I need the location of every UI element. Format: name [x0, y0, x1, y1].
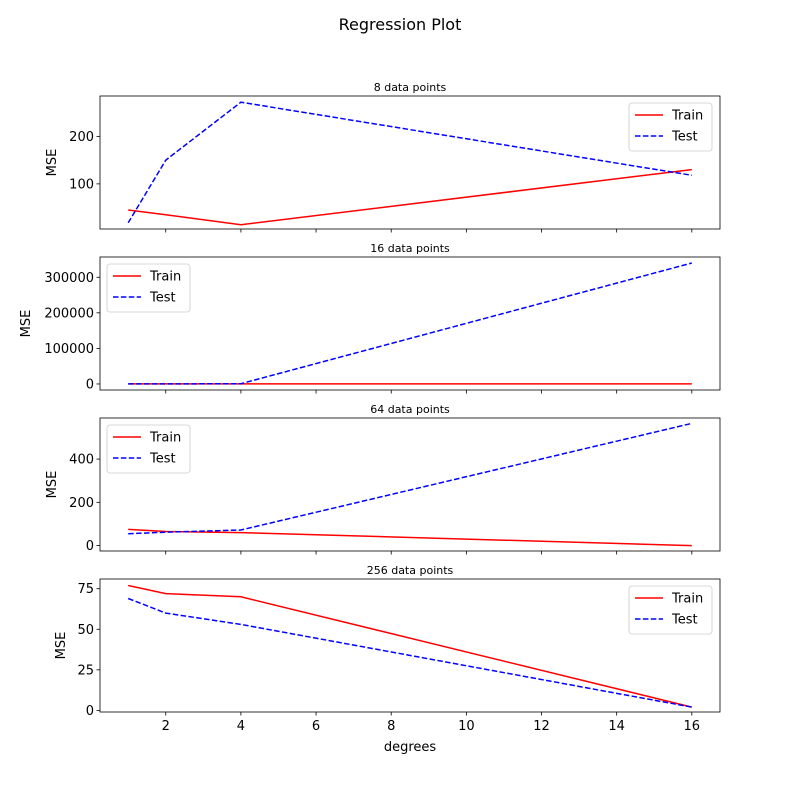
- y-tick-label-3-2: 50: [77, 623, 94, 638]
- y-tick-label-2-0: 0: [86, 539, 94, 554]
- axes-frame-0: [99, 95, 721, 230]
- y-tick-label-2-1: 200: [69, 496, 94, 511]
- legend-label-train-3: Train: [671, 592, 703, 607]
- y-axis-label-2: MSE: [45, 471, 60, 499]
- x-tick-label-7: 16: [684, 719, 701, 734]
- y-tick-label-1-1: 100000: [44, 342, 94, 357]
- y-tick-label-1-3: 300000: [44, 271, 94, 286]
- figure-title: Regression Plot: [339, 15, 462, 34]
- y-tick-label-1-2: 200000: [44, 306, 94, 321]
- y-tick-label-1-0: 0: [86, 377, 94, 392]
- series-line-train-2: [128, 528, 692, 547]
- x-tick-label-0: 2: [162, 719, 170, 734]
- x-tick-label-5: 12: [533, 719, 550, 734]
- y-axis-label-3: MSE: [54, 632, 69, 660]
- y-tick-label-2-2: 400: [69, 453, 94, 468]
- y-axis-label-1: MSE: [19, 310, 34, 338]
- legend-label-train-0: Train: [671, 109, 703, 124]
- x-tick-label-6: 14: [608, 719, 625, 734]
- axes-frame-1: [99, 256, 721, 391]
- legend-label-train-2: Train: [149, 431, 181, 446]
- y-tick-label-0-0: 100: [69, 177, 94, 192]
- series-line-test-1: [128, 262, 692, 385]
- y-axis-label-0: MSE: [45, 149, 60, 177]
- x-tick-label-4: 10: [458, 719, 475, 734]
- y-tick-label-3-1: 25: [77, 663, 94, 678]
- series-line-train-0: [128, 168, 692, 226]
- subplot-title-0: 8 data points: [374, 81, 447, 94]
- series-line-test-2: [128, 422, 692, 535]
- axes-frame-2: [99, 417, 721, 552]
- subplot-title-3: 256 data points: [367, 564, 454, 577]
- x-tick-label-3: 8: [387, 719, 395, 734]
- legend-label-train-1: Train: [149, 270, 181, 285]
- subplot-title-2: 64 data points: [370, 403, 450, 416]
- x-axis-label: degrees: [384, 740, 437, 755]
- y-tick-label-3-3: 75: [77, 582, 94, 597]
- subplot-title-1: 16 data points: [370, 242, 450, 255]
- legend-label-test-0: Test: [671, 130, 698, 145]
- series-line-test-0: [127, 101, 692, 224]
- x-tick-label-2: 6: [312, 719, 320, 734]
- legend-label-test-2: Test: [149, 452, 176, 467]
- legend-label-test-3: Test: [671, 613, 698, 628]
- y-tick-label-0-1: 200: [69, 130, 94, 145]
- series-line-train-3: [128, 584, 692, 708]
- series-line-test-3: [127, 597, 692, 708]
- legend-label-test-1: Test: [149, 291, 176, 306]
- x-tick-label-1: 4: [237, 719, 245, 734]
- axes-frame-3: [99, 578, 721, 713]
- y-tick-label-3-0: 0: [86, 704, 94, 719]
